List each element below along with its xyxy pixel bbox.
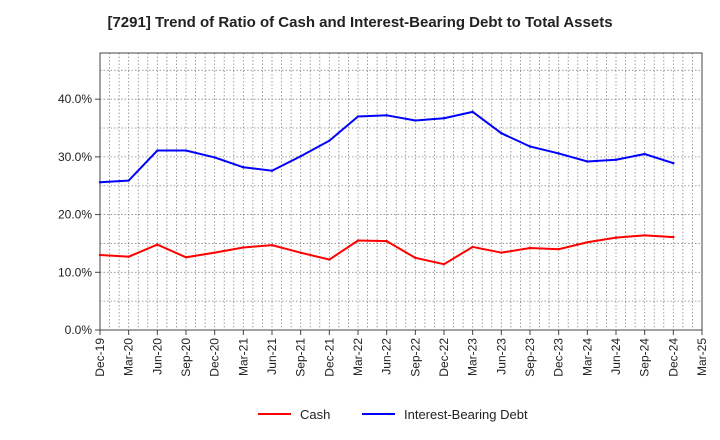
data-point-interest-bearing-debt [471, 110, 474, 114]
series-line-interest-bearing-debt [99, 110, 674, 184]
data-point-cash [356, 239, 360, 242]
x-tick-label: Mar-21 [236, 338, 250, 376]
data-point-interest-bearing-debt [643, 152, 646, 156]
data-point-cash [528, 246, 532, 250]
data-point-interest-bearing-debt [356, 115, 360, 118]
x-tick-label: Mar-25 [695, 338, 709, 376]
data-point-cash [500, 251, 503, 254]
y-tick-label: 40.0% [58, 92, 92, 106]
legend-label: Interest-Bearing Debt [404, 407, 528, 422]
x-tick-label: Jun-20 [150, 338, 164, 375]
data-point-cash [442, 263, 446, 266]
data-point-cash [156, 243, 159, 246]
y-tick-label: 10.0% [58, 265, 92, 279]
grid-lines [99, 53, 703, 330]
y-axis-ticks: 0.0% 10.0% 20.0% 30.0% 40.0% [58, 92, 100, 337]
x-tick-label: Sep-24 [638, 338, 652, 377]
x-tick-label: Sep-23 [523, 338, 537, 377]
data-point-interest-bearing-debt [672, 162, 675, 165]
x-tick-label: Dec-19 [93, 338, 107, 377]
data-point-interest-bearing-debt [156, 149, 159, 152]
data-point-cash [270, 243, 274, 247]
x-tick-label: Dec-24 [666, 338, 680, 377]
plot-frame [99, 52, 703, 331]
data-point-interest-bearing-debt [385, 114, 388, 117]
data-point-interest-bearing-debt [127, 179, 130, 182]
x-tick-label: Jun-23 [494, 338, 508, 375]
data-point-cash [557, 248, 560, 251]
x-tick-label: Dec-20 [208, 338, 222, 377]
series-lines [98, 110, 675, 266]
y-tick-label: 0.0% [65, 323, 93, 337]
data-point-cash [643, 234, 646, 237]
legend: Cash Interest-Bearing Debt [258, 407, 528, 422]
data-point-interest-bearing-debt [557, 152, 560, 155]
data-point-interest-bearing-debt [500, 132, 503, 135]
data-point-interest-bearing-debt [98, 181, 102, 184]
x-tick-label: Dec-23 [552, 338, 566, 377]
legend-label: Cash [300, 407, 330, 422]
x-tick-label: Dec-21 [322, 338, 336, 377]
data-point-cash [242, 246, 245, 249]
data-point-cash [98, 253, 102, 257]
data-point-interest-bearing-debt [213, 156, 216, 159]
x-tick-label: Jun-24 [609, 338, 623, 375]
data-point-interest-bearing-debt [614, 158, 618, 161]
x-axis-ticks: Dec-19 Mar-20 Jun-20 Sep-20 Dec-20 Mar-21 Jun-… [93, 330, 709, 377]
data-point-interest-bearing-debt [586, 160, 589, 163]
x-tick-label: Jun-22 [380, 338, 394, 375]
data-point-cash [385, 239, 388, 243]
y-tick-label: 20.0% [58, 208, 92, 222]
x-tick-label: Mar-24 [580, 338, 594, 376]
x-tick-label: Sep-20 [179, 338, 193, 377]
data-point-cash [299, 251, 302, 254]
data-point-cash [672, 235, 675, 239]
chart-title: [7291] Trend of Ratio of Cash and Intere… [107, 14, 613, 31]
data-point-interest-bearing-debt [184, 149, 188, 152]
x-tick-label: Dec-22 [437, 338, 451, 377]
data-point-cash [586, 241, 589, 244]
data-point-cash [414, 256, 417, 260]
data-point-cash [614, 236, 618, 239]
data-point-interest-bearing-debt [414, 119, 417, 122]
data-point-interest-bearing-debt [528, 145, 532, 148]
data-point-interest-bearing-debt [442, 117, 446, 120]
data-point-interest-bearing-debt [270, 169, 274, 172]
data-point-interest-bearing-debt [299, 155, 302, 158]
data-point-cash [213, 251, 216, 254]
data-point-interest-bearing-debt [328, 139, 331, 142]
x-tick-label: Mar-22 [351, 338, 365, 376]
x-tick-label: Jun-21 [265, 338, 279, 375]
data-point-cash [471, 245, 474, 249]
x-tick-label: Mar-20 [122, 338, 136, 376]
data-point-interest-bearing-debt [242, 166, 245, 169]
x-tick-label: Sep-21 [294, 338, 308, 377]
x-tick-label: Sep-22 [408, 338, 422, 377]
data-point-cash [184, 256, 188, 259]
y-tick-label: 30.0% [58, 150, 92, 164]
x-tick-label: Mar-23 [466, 338, 480, 376]
data-point-cash [328, 258, 331, 261]
data-point-cash [127, 255, 130, 258]
